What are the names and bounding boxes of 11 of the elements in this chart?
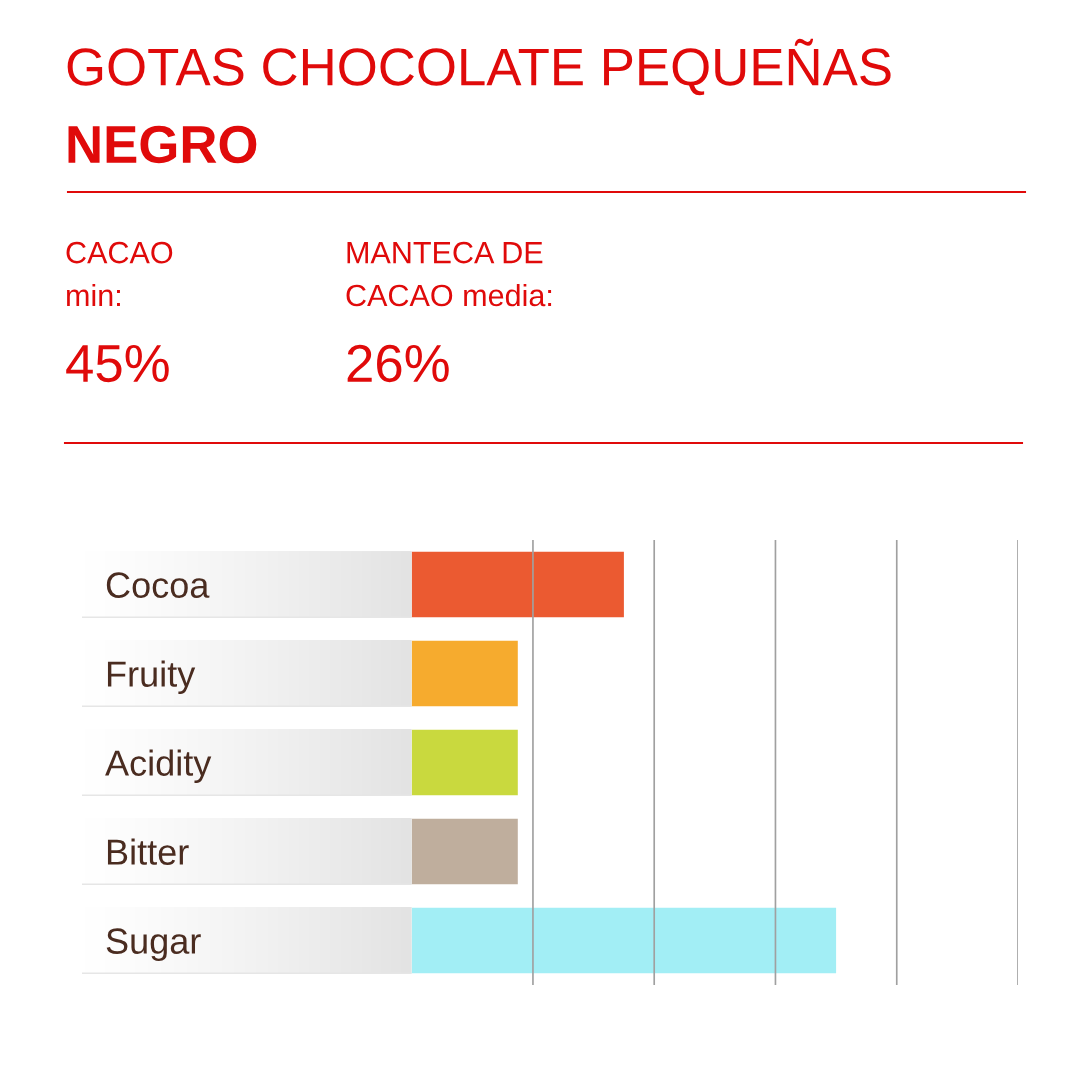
text: MANTECA DE CACAO media: bbox=[346, 241, 552, 307]
text: CACAO min: bbox=[66, 241, 173, 307]
y-tick-label: Sugar bbox=[106, 928, 201, 962]
text: 45% bbox=[66, 345, 169, 383]
text: 26% bbox=[347, 344, 449, 383]
y-tick-label: Acidity bbox=[105, 749, 212, 784]
text: NEGRO bbox=[68, 125, 257, 164]
y-tick-label: Fruity bbox=[107, 660, 196, 695]
y-tick-label: Cocoa bbox=[106, 572, 210, 598]
text: GOTAS CHOCOLATE PEQUEÑAS bbox=[67, 38, 891, 96]
y-tick-label: Bitter bbox=[107, 838, 189, 865]
